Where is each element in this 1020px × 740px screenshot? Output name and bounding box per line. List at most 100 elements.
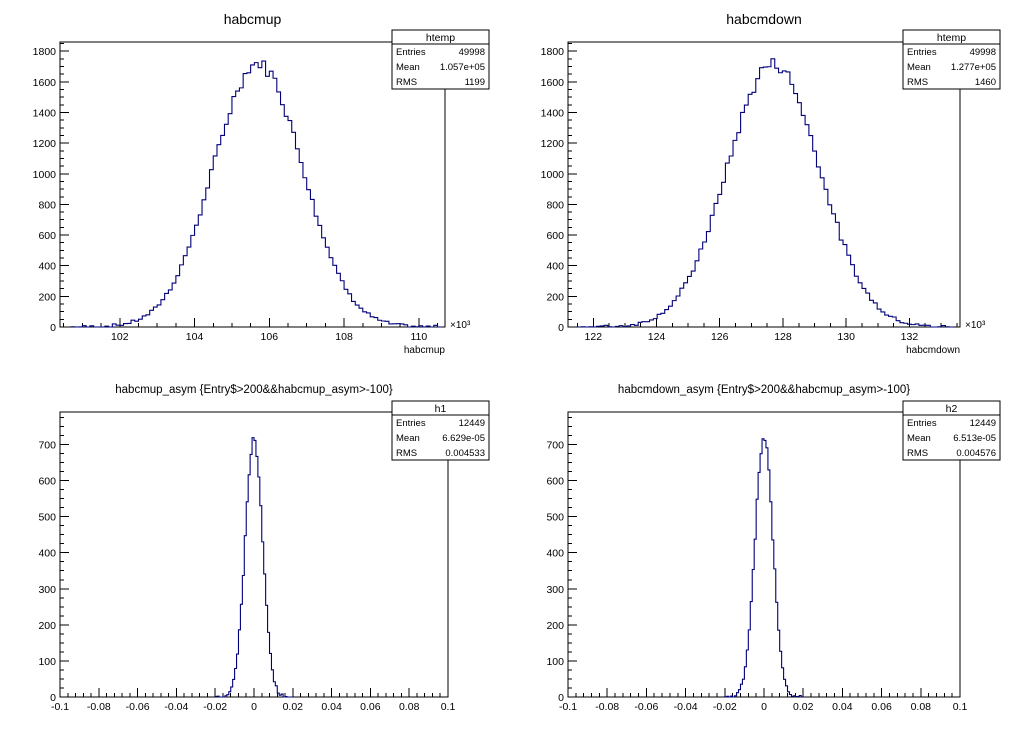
- x-axis-label: habcmdown: [906, 345, 960, 356]
- y-tick-label: 1200: [33, 138, 57, 150]
- plot-frame: [567, 411, 961, 698]
- y-tick-label: 0: [558, 692, 564, 704]
- chart-title: habcmup: [224, 11, 282, 27]
- stats-row-value: 1199: [465, 77, 485, 88]
- y-tick-label: 700: [38, 439, 56, 451]
- chart-title: habcmdown: [726, 11, 802, 27]
- y-tick-label: 500: [546, 512, 564, 524]
- x-tick-label: 0.06: [360, 701, 381, 713]
- x-tick-label: 126: [711, 331, 729, 343]
- histogram-series: [70, 60, 442, 328]
- x-tick-label: 0.08: [399, 701, 420, 713]
- y-tick-label: 400: [38, 261, 56, 273]
- x-axis-multiplier: ×10³: [450, 320, 471, 331]
- y-tick-label: 600: [546, 230, 564, 242]
- stats-box-name: h2: [946, 403, 958, 415]
- stats-row-value: 49998: [970, 47, 996, 58]
- y-tick-label: 1000: [541, 169, 565, 181]
- y-tick-label: 1400: [33, 107, 57, 119]
- stats-row-value: 6.513e-05: [953, 433, 996, 444]
- stats-row-label: Mean: [396, 433, 420, 444]
- stats-box-frame: [391, 29, 490, 90]
- plot-frame: [59, 411, 449, 698]
- y-tick-label: 300: [38, 584, 56, 596]
- stats-row-value: 0.004533: [445, 448, 485, 459]
- stats-row-label: RMS: [907, 448, 928, 459]
- stats-box: h1 Entries 12449 Mean 6.629e-05 RMS 0.004533: [391, 400, 490, 461]
- x-axis-multiplier: ×10³: [965, 320, 986, 331]
- x-tick-label: 124: [648, 331, 666, 343]
- x-tick-label: -0.08: [87, 701, 111, 713]
- y-tick-label: 100: [38, 656, 56, 668]
- stats-row-label: Entries: [907, 418, 937, 429]
- chart-title: habcmup_asym {Entry$>200&&habcmup_asym>-…: [115, 384, 393, 396]
- stats-row-label: Entries: [396, 418, 426, 429]
- x-tick-label: 0.04: [321, 701, 342, 713]
- stats-row-value: 1.057e+05: [440, 62, 485, 73]
- x-tick-label: -0.04: [164, 701, 188, 713]
- y-tick-label: 400: [38, 548, 56, 560]
- stats-row-label: Entries: [907, 47, 937, 58]
- x-tick-label: 110: [410, 331, 427, 343]
- y-tick-label: 200: [38, 620, 56, 632]
- stats-row-label: Mean: [907, 433, 931, 444]
- stats-box-frame: [902, 29, 1001, 90]
- y-tick-label: 1600: [541, 77, 565, 89]
- histogram-series: [724, 438, 804, 698]
- x-tick-label: -0.08: [595, 701, 619, 713]
- y-tick-label: 600: [38, 476, 56, 488]
- x-tick-label: 0.02: [793, 701, 814, 713]
- histogram-panel-2: habcmdown 122 124 126 128 130 132 0 200 400 600 800…: [541, 11, 1001, 356]
- stats-box-frame: [902, 400, 1001, 461]
- x-tick-label: 130: [837, 331, 855, 343]
- stats-row-value: 0.004576: [956, 448, 996, 459]
- stats-box-frame: [391, 400, 490, 461]
- y-tick-label: 1400: [541, 107, 565, 119]
- y-tick-label: 1800: [541, 46, 565, 58]
- stats-row-label: RMS: [907, 77, 928, 88]
- histogram-series: [577, 58, 954, 328]
- y-tick-label: 0: [558, 322, 564, 334]
- y-tick-label: 400: [546, 261, 564, 273]
- x-tick-label: -0.1: [51, 701, 69, 713]
- stats-row-label: Entries: [396, 47, 426, 58]
- y-tick-label: 500: [38, 512, 56, 524]
- x-tick-label: 0: [251, 701, 257, 713]
- chart-title: habcmdown_asym {Entry$>200&&habcmup_asym…: [618, 384, 910, 396]
- x-axis-label: habcmup: [404, 345, 446, 356]
- x-tick-label: -0.02: [203, 701, 227, 713]
- histogram-series: [214, 437, 293, 698]
- stats-row-label: Mean: [396, 62, 420, 73]
- x-tick-label: -0.06: [634, 701, 658, 713]
- x-tick-label: 108: [335, 331, 353, 343]
- x-tick-label: -0.02: [713, 701, 737, 713]
- y-tick-label: 700: [546, 439, 564, 451]
- x-tick-label: 128: [774, 331, 792, 343]
- x-tick-label: 0.06: [871, 701, 892, 713]
- x-tick-label: 102: [111, 331, 129, 343]
- y-tick-label: 1600: [33, 77, 57, 89]
- stats-row-value: 1.277e+05: [951, 62, 996, 73]
- stats-box-name: htemp: [937, 32, 966, 44]
- histogram-panel-1: habcmup 102 104 106 108 110 0 200 400 600 800 1000 1…: [33, 11, 490, 356]
- stats-box-name: htemp: [426, 32, 455, 44]
- x-tick-label: 0.1: [441, 701, 456, 713]
- stats-row-value: 12449: [459, 418, 485, 429]
- y-tick-label: 1800: [33, 46, 57, 58]
- y-tick-label: 800: [546, 199, 564, 211]
- y-tick-label: 600: [38, 230, 56, 242]
- y-tick-label: 200: [546, 620, 564, 632]
- stats-box-name: h1: [435, 403, 447, 415]
- x-tick-label: 0.1: [953, 701, 968, 713]
- stats-row-value: 49998: [459, 47, 485, 58]
- histogram-panel-4: habcmdown_asym {Entry$>200&&habcmup_asym…: [546, 384, 1001, 713]
- y-tick-label: 600: [546, 476, 564, 488]
- stats-row-label: Mean: [907, 62, 931, 73]
- stats-row-value: 6.629e-05: [442, 433, 485, 444]
- x-tick-label: 122: [585, 331, 603, 343]
- x-tick-label: 0.08: [911, 701, 932, 713]
- y-tick-label: 0: [50, 322, 56, 334]
- stats-box: h2 Entries 12449 Mean 6.513e-05 RMS 0.004576: [902, 400, 1001, 461]
